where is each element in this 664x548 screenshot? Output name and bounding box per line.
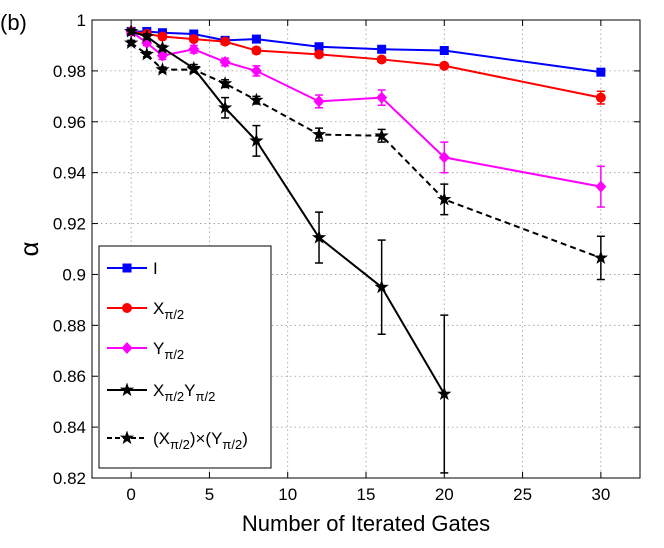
y-tick-label: 0.88	[53, 316, 86, 335]
data-point	[157, 31, 168, 42]
panel-label: (b)	[0, 10, 27, 35]
x-tick-label: 20	[435, 485, 454, 504]
legend-marker	[121, 342, 133, 354]
y-tick-label: 0.82	[53, 469, 86, 488]
axis-ticks	[92, 19, 640, 479]
data-point	[188, 43, 200, 56]
legend-marker	[119, 430, 135, 445]
x-tick-label: 25	[513, 485, 532, 504]
series-layer	[124, 23, 608, 474]
legend-subscript: π/2	[164, 347, 184, 362]
legend-subscript: π/2	[196, 389, 216, 404]
data-point	[251, 45, 262, 56]
series-line	[130, 30, 602, 99]
data-point	[311, 230, 327, 244]
legend-subscript: π/2	[164, 389, 184, 404]
data-point	[593, 250, 608, 264]
data-point	[376, 54, 387, 65]
y-tick-label: 0.92	[53, 215, 86, 234]
legend-text-part: X	[153, 381, 164, 400]
series-5	[124, 35, 608, 281]
series-line	[131, 30, 601, 74]
data-point	[139, 29, 154, 43]
legend-entry: I	[153, 259, 158, 278]
data-point	[189, 29, 199, 39]
data-point	[314, 42, 324, 52]
legend-text-part: )	[242, 429, 248, 448]
data-point	[377, 44, 387, 54]
legend-entry: Xπ/2	[153, 299, 184, 322]
data-point	[251, 34, 261, 44]
legend: IXπ/2Yπ/2Xπ/2Yπ/2(Xπ/2)×(Yπ/2)	[98, 245, 272, 469]
x-tick-label: 15	[357, 485, 376, 504]
data-point	[595, 180, 607, 193]
data-point	[155, 62, 170, 76]
data-point	[139, 46, 154, 61]
data-point	[217, 76, 233, 90]
y-axis-label: α	[14, 241, 44, 256]
y-tick-label: 1	[77, 11, 86, 30]
legend-entry: Yπ/2	[153, 339, 184, 362]
tick-labels: 0 5 10 15 20 25 30 0.82 0.84 0.86 0.88 0.9 0.92 0.94 0…	[53, 11, 610, 504]
legend-box	[98, 245, 272, 469]
legend-subscript: π/2	[164, 307, 184, 322]
series-line	[130, 30, 602, 188]
data-point	[249, 92, 264, 107]
data-point	[124, 23, 139, 38]
data-point	[439, 46, 449, 56]
data-point	[311, 127, 327, 141]
data-point	[155, 40, 170, 55]
data-point	[249, 133, 264, 147]
data-point	[314, 49, 325, 60]
legend-subscript: π/2	[170, 437, 190, 452]
y-tick-label: 0.86	[53, 367, 86, 386]
data-point	[220, 36, 231, 47]
data-point	[313, 95, 325, 108]
legend-text-part: I	[153, 259, 158, 278]
data-point	[438, 151, 450, 164]
y-tick-label: 0.9	[62, 265, 86, 284]
data-point	[188, 34, 199, 45]
legend-subscript: π/2	[222, 437, 242, 452]
data-point	[124, 35, 139, 49]
legend-marker	[119, 382, 135, 397]
x-tick-label: 0	[126, 485, 135, 504]
legend-entry: Xπ/2Yπ/2	[153, 381, 215, 404]
y-tick-label: 0.98	[53, 62, 86, 81]
data-point	[439, 60, 450, 71]
data-point	[186, 62, 201, 76]
data-point	[219, 55, 231, 68]
data-point	[374, 279, 389, 294]
y-tick-label: 0.96	[53, 113, 86, 132]
x-tick-label: 5	[205, 485, 214, 504]
legend-text-part: )×(Y	[190, 429, 223, 448]
data-point	[250, 64, 262, 77]
data-point	[437, 191, 452, 206]
series-line	[130, 42, 602, 259]
data-point	[437, 386, 452, 401]
legend-text-part: (X	[153, 429, 170, 448]
data-point	[596, 67, 606, 77]
legend-text-part: Y	[184, 381, 195, 400]
y-tick-label: 0.84	[53, 418, 86, 437]
legend-entry: (Xπ/2)×(Yπ/2)	[153, 429, 248, 452]
legend-text-part: X	[153, 299, 164, 318]
data-point	[217, 100, 233, 114]
y-tick-label: 0.94	[53, 164, 86, 183]
data-point	[595, 92, 606, 103]
legend-marker	[122, 303, 132, 313]
legend-text-part: Y	[153, 339, 164, 358]
x-tick-label: 10	[278, 485, 297, 504]
legend-marker	[122, 263, 132, 273]
data-point	[374, 128, 389, 142]
x-axis-label: Number of Iterated Gates	[242, 511, 490, 536]
x-tick-label: 30	[591, 485, 610, 504]
data-point	[376, 91, 388, 104]
